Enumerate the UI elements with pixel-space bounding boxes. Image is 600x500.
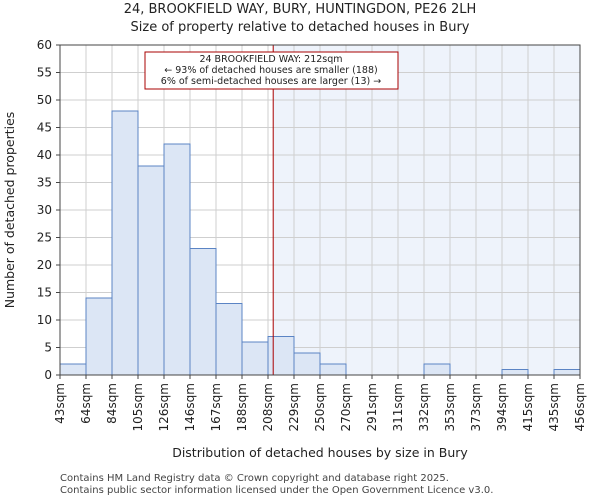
y-tick-label: 60 [37, 38, 52, 52]
y-tick-label: 25 [37, 231, 52, 245]
annotation-line-3: 6% of semi-detached houses are larger (1… [161, 76, 381, 87]
y-tick-label: 20 [37, 258, 52, 272]
x-tick-label: 456sqm [573, 383, 587, 431]
bar [111, 110, 139, 376]
x-tick-label: 84sqm [105, 383, 119, 424]
y-axis-label: Number of detached properties [2, 112, 17, 309]
annotation-border [144, 51, 399, 90]
x-tick-label: 332sqm [417, 383, 431, 431]
x-tick-label: 167sqm [209, 383, 223, 431]
bar [319, 363, 347, 376]
x-axis-label: Distribution of detached houses by size … [172, 445, 468, 460]
x-tick-label: 105sqm [131, 383, 145, 431]
footer-line-2: Contains public sector information licen… [60, 485, 494, 496]
x-ticks: 43sqm 64sqm 84sqm 105sqm 126sqm 146sqm 167sqm 1… [53, 375, 587, 431]
x-tick-label: 146sqm [183, 383, 197, 431]
chart-subtitle: Size of property relative to detached ho… [131, 20, 470, 35]
chart-title: 24, BROOKFIELD WAY, BURY, HUNTINGDON, PE… [124, 2, 477, 17]
annotation-box: 24 BROOKFIELD WAY: 212sqm ← 93% of detac… [144, 51, 399, 90]
x-tick-label: 250sqm [313, 383, 327, 431]
bar [137, 165, 165, 376]
bar [163, 143, 191, 376]
y-tick-label: 55 [37, 66, 52, 80]
y-tick-label: 40 [37, 148, 52, 162]
y-tick-label: 45 [37, 121, 52, 135]
footer-line-1: Contains HM Land Registry data © Crown c… [60, 473, 449, 484]
x-tick-label: 353sqm [443, 383, 457, 431]
x-tick-label: 270sqm [339, 383, 353, 431]
bar [241, 341, 269, 376]
y-tick-label: 15 [37, 286, 52, 300]
x-tick-label: 43sqm [53, 383, 67, 424]
bar [267, 336, 295, 376]
x-tick-label: 64sqm [79, 383, 93, 424]
x-tick-label: 229sqm [287, 383, 301, 431]
y-tick-label: 30 [37, 203, 52, 217]
bar [59, 363, 87, 376]
bar [293, 352, 321, 376]
x-tick-label: 373sqm [469, 383, 483, 431]
x-tick-label: 394sqm [495, 383, 509, 431]
bar [423, 363, 451, 376]
y-tick-label: 35 [37, 176, 52, 190]
x-tick-label: 435sqm [547, 383, 561, 431]
x-tick-label: 188sqm [235, 383, 249, 431]
bar [85, 297, 113, 376]
annotation-line-1: 24 BROOKFIELD WAY: 212sqm [199, 54, 342, 65]
y-ticks: 0 5 10 15 20 25 30 35 40 45 50 55 60 [37, 38, 60, 382]
y-tick-label: 0 [44, 368, 52, 382]
annotation-line-2: ← 93% of detached houses are smaller (18… [164, 65, 377, 76]
bar [553, 369, 581, 376]
y-tick-label: 10 [37, 313, 52, 327]
x-tick-label: 415sqm [521, 383, 535, 431]
x-tick-label: 311sqm [391, 383, 405, 431]
x-tick-label: 126sqm [157, 383, 171, 431]
y-tick-label: 5 [44, 341, 52, 355]
bar [501, 369, 529, 376]
y-tick-label: 50 [37, 93, 52, 107]
x-tick-label: 291sqm [365, 383, 379, 431]
bar [189, 248, 217, 376]
x-tick-label: 208sqm [261, 383, 275, 431]
bars [59, 110, 581, 376]
bar [215, 303, 243, 376]
